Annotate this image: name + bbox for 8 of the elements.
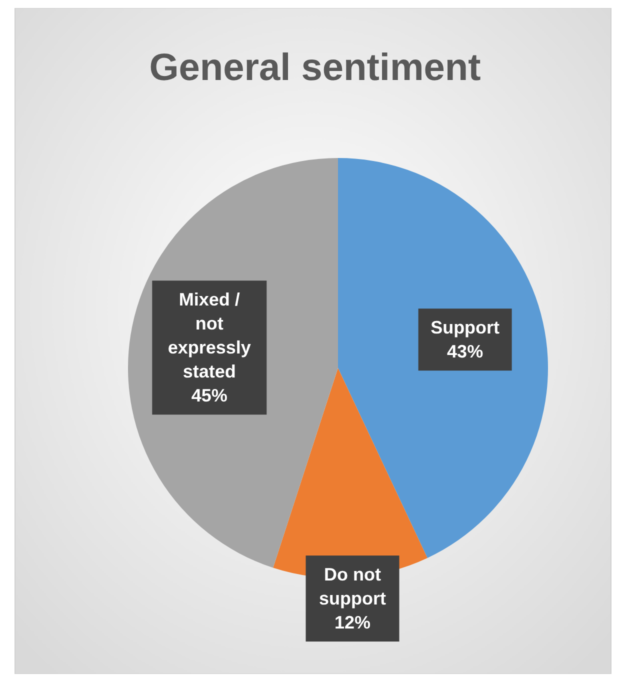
data-label: 45%: [191, 386, 228, 406]
data-label: 12%: [334, 612, 371, 633]
chart-title: General sentiment: [149, 47, 482, 89]
slice-label: Mixed / not expressly stated: [168, 290, 251, 382]
pie-slice: [338, 158, 548, 558]
slice-label: Do not support: [319, 564, 386, 609]
data-label: 43%: [447, 342, 484, 362]
slice-label: Support: [430, 318, 500, 338]
